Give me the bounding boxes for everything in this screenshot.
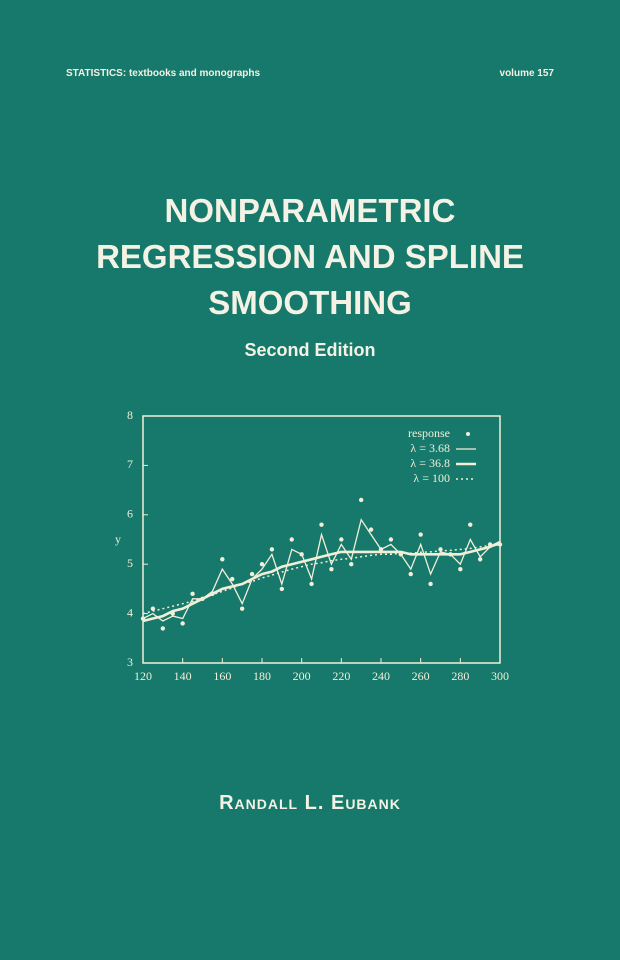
- plot-frame: [142, 415, 501, 664]
- series-label: STATISTICS: textbooks and monographs: [66, 68, 261, 79]
- y-tick-label: 5: [127, 556, 133, 570]
- y-tick-label: 6: [127, 507, 133, 521]
- x-tick-label: 120: [134, 669, 152, 683]
- edition: Second Edition: [244, 340, 376, 360]
- data-point: [349, 562, 354, 567]
- data-point: [477, 557, 483, 562]
- data-point: [220, 557, 225, 562]
- data-point: [339, 537, 344, 542]
- y-tick-label: 3: [127, 655, 133, 669]
- legend-label: λ = 36.8: [410, 456, 450, 470]
- y-tick-label: 7: [127, 457, 133, 471]
- y-tick-label: 8: [127, 408, 133, 422]
- data-point: [180, 621, 185, 626]
- x-tick-label: 180: [253, 669, 271, 683]
- legend-label: λ = 100: [413, 471, 450, 485]
- x-tick-label: 140: [174, 669, 192, 683]
- x-tick-label: 160: [213, 669, 231, 683]
- legend-marker: [466, 432, 470, 436]
- data-point: [319, 522, 324, 527]
- data-point: [418, 532, 423, 537]
- data-point: [468, 522, 473, 527]
- legend-label: response: [408, 426, 450, 440]
- smoothing-line: [142, 518, 501, 622]
- data-point: [279, 586, 285, 592]
- data-point: [289, 537, 294, 542]
- x-tick-label: 280: [451, 669, 469, 683]
- title: NONPARAMETRIC REGRESSION AND SPLINE SMOO…: [0, 188, 620, 326]
- title-line: REGRESSION AND SPLINE: [96, 238, 524, 275]
- author: Randall L. Eubank: [219, 792, 401, 814]
- data-point: [249, 571, 255, 577]
- data-point: [358, 497, 364, 503]
- chart: y 120 140 160 180 200 220 240 260 280 300 3 4 5 6 7 8 re…: [115, 408, 509, 683]
- data-point: [368, 527, 374, 532]
- data-point: [309, 581, 314, 587]
- x-tick-label: 300: [491, 669, 509, 683]
- data-point: [230, 576, 235, 582]
- data-point: [239, 606, 245, 611]
- data-point: [269, 547, 275, 552]
- data-point: [150, 606, 156, 611]
- x-tick-label: 220: [332, 669, 350, 683]
- data-point: [428, 581, 433, 587]
- y-tick-label: 4: [127, 605, 133, 619]
- x-tick-label: 200: [293, 669, 311, 683]
- data-point: [259, 562, 265, 567]
- title-line: NONPARAMETRIC: [164, 192, 456, 229]
- y-axis-label: y: [115, 532, 121, 546]
- data-point: [190, 591, 195, 597]
- volume: volume 157: [499, 68, 554, 79]
- smoothing-line: [142, 540, 501, 623]
- title-line: SMOOTHING: [208, 284, 412, 321]
- data-point: [388, 537, 394, 542]
- data-point: [408, 571, 413, 577]
- data-point: [160, 626, 166, 631]
- x-tick-label: 240: [372, 669, 390, 683]
- x-tick-label: 260: [412, 669, 430, 683]
- smoothing-line: [142, 543, 501, 615]
- data-point: [329, 566, 334, 572]
- legend-label: λ = 3.68: [410, 441, 450, 455]
- data-point: [458, 566, 463, 572]
